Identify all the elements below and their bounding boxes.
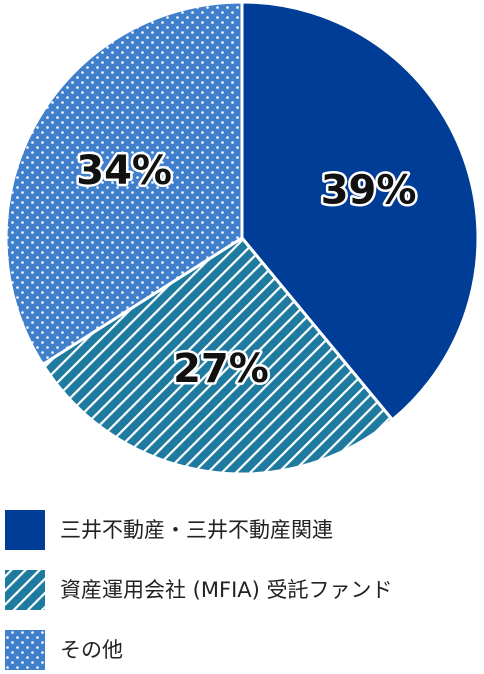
legend-label: 三井不動産・三井不動産関連 xyxy=(60,518,333,542)
pie-slice xyxy=(240,0,480,422)
value-label: 34% xyxy=(76,148,172,194)
value-label: 39% xyxy=(321,167,417,213)
legend-swatch xyxy=(5,570,45,610)
legend-label: 資産運用会社 (MFIA) 受託ファンド xyxy=(60,578,393,602)
legend-swatch xyxy=(5,510,45,550)
value-label: 27% xyxy=(173,346,269,392)
legend-label: その他 xyxy=(60,638,123,662)
pie-slice xyxy=(4,0,244,367)
pie-slice xyxy=(40,236,395,476)
legend-swatch xyxy=(5,630,45,670)
